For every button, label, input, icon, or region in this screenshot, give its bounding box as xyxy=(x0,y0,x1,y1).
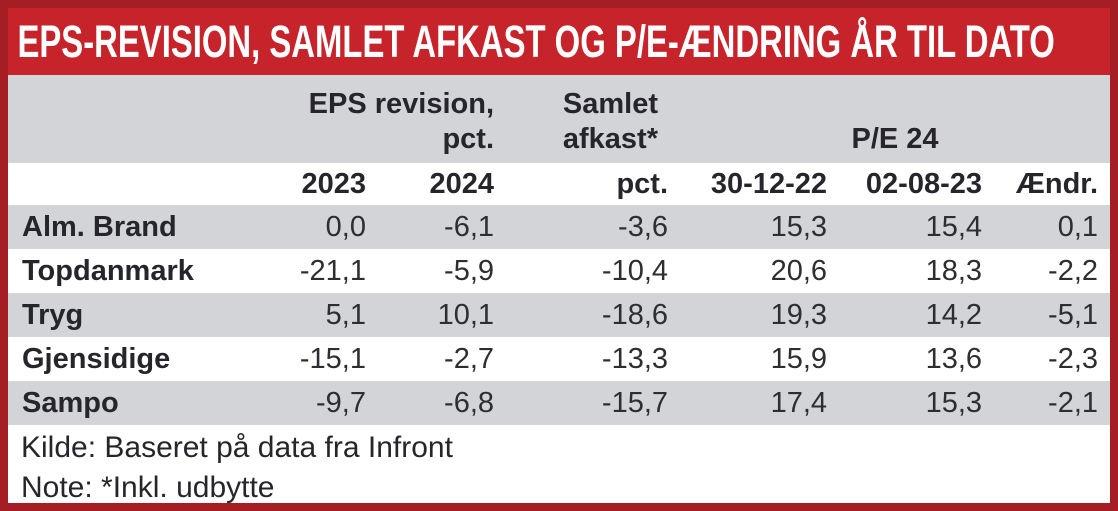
value-cell: -15,1 xyxy=(299,342,366,375)
value-cell: 0,1 xyxy=(1057,210,1099,243)
value-cell: -6,8 xyxy=(444,386,495,419)
value-cell: 10,1 xyxy=(437,298,495,331)
value-cell: -2,2 xyxy=(1048,254,1099,287)
group-header-eps-line1: EPS revision, xyxy=(308,88,495,120)
group-header-afkast-block: Samlet afkast* xyxy=(563,87,658,157)
group-header-eps-line2: pct. xyxy=(442,123,495,155)
company-name-cell: Sampo xyxy=(22,386,119,419)
column-header-30-12-22: 30-12-22 xyxy=(710,167,828,200)
value-cell: 15,9 xyxy=(770,342,828,375)
value-cell: 17,4 xyxy=(770,386,828,419)
value-cell: -5,1 xyxy=(1048,298,1099,331)
value-cell: 5,1 xyxy=(325,298,366,331)
value-cell: -10,4 xyxy=(601,254,669,287)
value-cell: -2,7 xyxy=(444,342,495,375)
value-cell: 0,0 xyxy=(325,210,366,243)
table-row: Alm. Brand 0,0 -6,1 -3,6 15,3 15,4 0,1 xyxy=(8,205,1110,249)
value-cell: -18,6 xyxy=(601,298,669,331)
group-header-pe24: P/E 24 xyxy=(851,123,939,155)
data-table: EPS revision, pct. Samlet afkast* P/E 24 … xyxy=(8,75,1110,425)
company-name-cell: Tryg xyxy=(22,298,84,331)
footnote: Note: *Inkl. udbytte xyxy=(21,471,275,504)
column-header-2024: 2024 xyxy=(429,167,495,200)
column-header-02-08-23: 02-08-23 xyxy=(865,167,983,200)
group-header-eps-revision: EPS revision, pct. xyxy=(258,75,506,163)
value-cell: 19,3 xyxy=(770,298,828,331)
column-header-aendr: Ændr. xyxy=(1015,167,1099,200)
value-cell: -5,9 xyxy=(444,254,495,287)
value-cell: -2,1 xyxy=(1048,386,1099,419)
value-cell: -21,1 xyxy=(299,254,366,287)
group-header-samlet-afkast: Samlet afkast* xyxy=(506,75,680,163)
value-cell: -15,7 xyxy=(601,386,669,419)
group-header-afkast-line2: afkast* xyxy=(562,123,659,155)
title-banner: EPS-REVISION, SAMLET AFKAST OG P/E-ÆNDRI… xyxy=(8,8,1110,75)
column-header-pct: pct. xyxy=(616,167,669,200)
value-cell: 15,4 xyxy=(925,210,983,243)
column-header-empty xyxy=(8,163,258,205)
value-cell: 20,6 xyxy=(770,254,828,287)
column-header-2023: 2023 xyxy=(301,167,366,200)
value-cell: 15,3 xyxy=(925,386,983,419)
table-row: Sampo -9,7 -6,8 -15,7 17,4 15,3 -2,1 xyxy=(8,381,1110,425)
value-cell: -3,6 xyxy=(618,210,669,243)
value-cell: -2,3 xyxy=(1048,342,1099,375)
value-cell: 18,3 xyxy=(925,254,983,287)
group-header-afkast-line1: Samlet xyxy=(562,88,658,120)
group-header-empty xyxy=(8,75,258,163)
company-name-cell: Alm. Brand xyxy=(22,210,177,243)
column-header-row: 2023 2024 pct. 30-12-22 02-08-23 Ændr. xyxy=(8,163,1110,205)
value-cell: 13,6 xyxy=(925,342,983,375)
company-name-cell: Topdanmark xyxy=(22,254,194,287)
value-cell: -6,1 xyxy=(444,210,495,243)
source-note: Kilde: Baseret på data fra Infront xyxy=(21,431,453,464)
value-cell: 15,3 xyxy=(770,210,828,243)
value-cell: -9,7 xyxy=(316,386,366,419)
value-cell: -13,3 xyxy=(601,342,669,375)
page-title: EPS-REVISION, SAMLET AFKAST OG P/E-ÆNDRI… xyxy=(17,16,1055,67)
table-row: Topdanmark -21,1 -5,9 -10,4 20,6 18,3 -2… xyxy=(8,249,1110,293)
value-cell: 14,2 xyxy=(925,298,983,331)
company-name-cell: Gjensidige xyxy=(22,342,171,375)
table-footer: Kilde: Baseret på data fra Infront Note:… xyxy=(8,425,1110,504)
group-header-row: EPS revision, pct. Samlet afkast* P/E 24 xyxy=(8,75,1110,163)
table-row: Tryg 5,1 10,1 -18,6 19,3 14,2 -5,1 xyxy=(8,293,1110,337)
table-row: Gjensidige -15,1 -2,7 -13,3 15,9 13,6 -2… xyxy=(8,337,1110,381)
